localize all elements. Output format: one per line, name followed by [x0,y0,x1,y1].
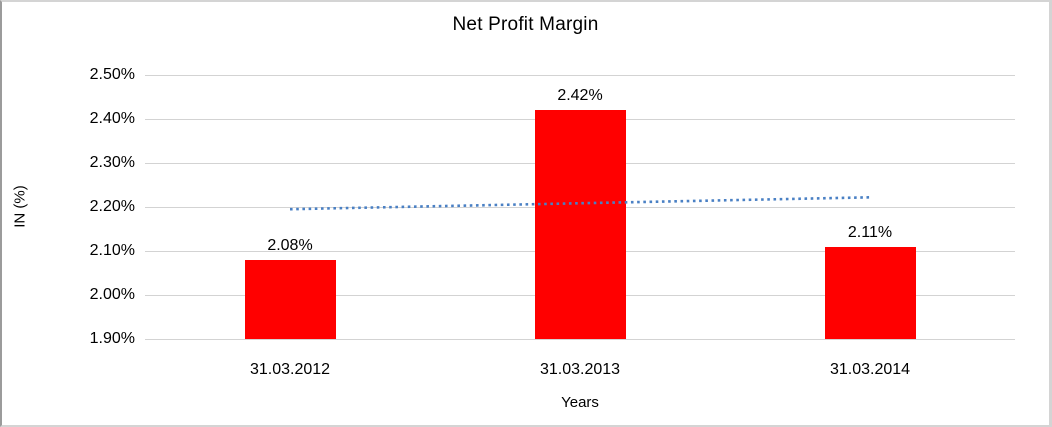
y-tick-label: 2.00% [89,286,135,303]
x-tick-label: 31.03.2012 [249,361,331,378]
chart-title: Net Profit Margin [452,14,599,35]
y-tick-label: 2.30% [89,154,135,171]
y-tick-label: 2.20% [89,198,135,215]
bar-31.03.2014 [825,247,916,339]
bar-31.03.2013 [535,110,626,339]
y-tick-label: 2.10% [89,242,135,259]
x-tick-label: 31.03.2014 [829,361,911,378]
gridline [145,339,1015,340]
data-label: 2.08% [267,237,313,254]
x-axis-title: Years [561,394,599,411]
y-tick-label: 2.40% [89,110,135,127]
gridline [145,75,1015,76]
bar-31.03.2012 [245,260,336,339]
x-tick-label: 31.03.2013 [539,361,621,378]
y-tick-label: 1.90% [89,330,135,347]
y-axis-title: IN (%) [11,185,29,228]
data-label: 2.11% [847,224,893,241]
y-tick-label: 2.50% [89,66,135,83]
data-label: 2.42% [557,87,603,104]
